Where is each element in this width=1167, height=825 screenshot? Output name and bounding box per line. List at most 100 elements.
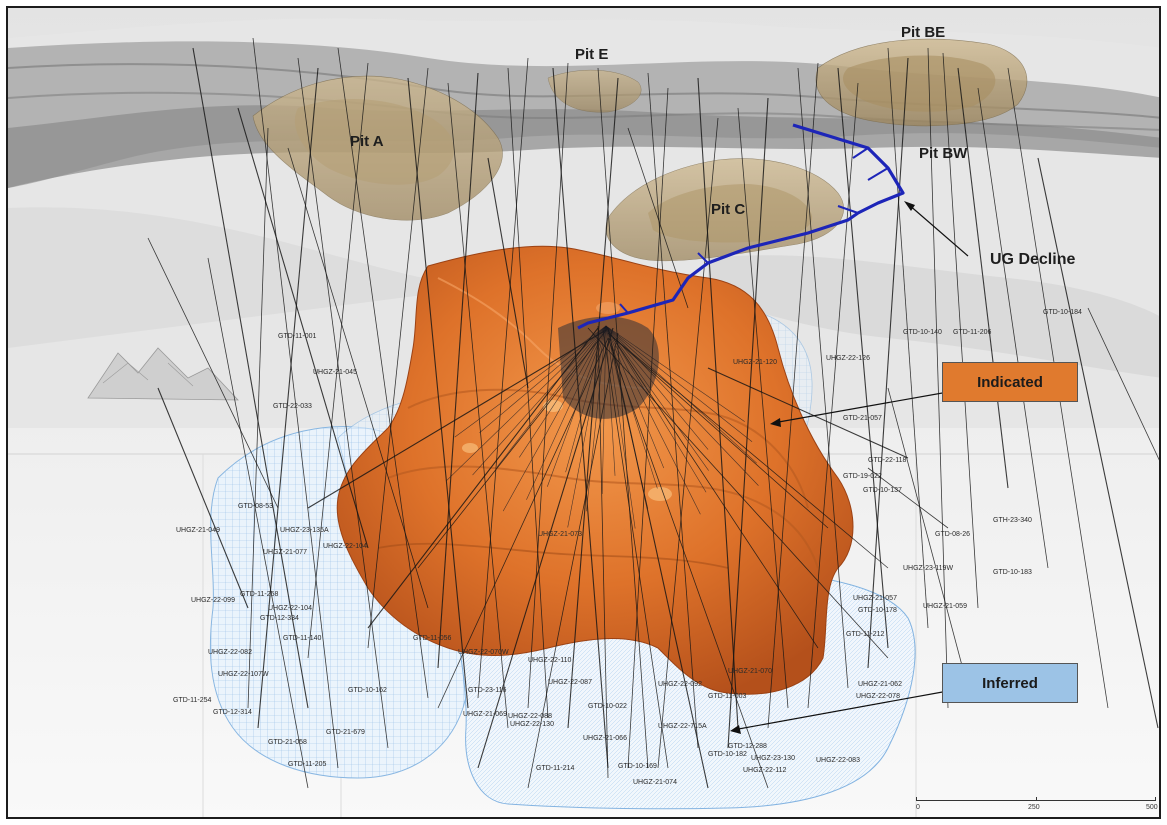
drill-hole-trace [607, 327, 709, 789]
drill-hole-trace [454, 325, 607, 438]
drill-hole-id: UHGZ-23-135A [280, 527, 329, 534]
indicated-legend-box: Indicated [942, 362, 1078, 402]
drill-hole-trace [567, 325, 607, 528]
drill-hole-trace [519, 325, 607, 458]
inferred-legend-box: Inferred [942, 663, 1078, 703]
drill-hole-trace [526, 325, 607, 500]
drill-hole-id: UHGZ-22-099 [191, 597, 235, 604]
drill-hole-trace [605, 325, 753, 443]
drill-hole-id: GTD-10-022 [588, 703, 627, 710]
drill-hole-trace [807, 82, 859, 709]
drill-hole-trace [447, 82, 509, 729]
drill-hole-trace [297, 57, 389, 749]
drill-hole-trace [602, 329, 669, 769]
drill-hole-trace [605, 325, 665, 469]
drill-hole-trace [707, 367, 909, 459]
drill-hole-trace [627, 87, 669, 769]
drill-hole-id: GTD-11-258 [240, 591, 278, 598]
drill-hole-trace [607, 332, 829, 529]
drill-hole-trace [307, 329, 607, 509]
drill-hole-id: GTD-10-183 [993, 569, 1032, 576]
drill-hole-id: GTD-10-182 [708, 751, 747, 758]
drill-hole-id: UHGZ-21-120 [733, 359, 777, 366]
drill-hole-trace [417, 327, 609, 569]
drill-hole-id: UHGZ-22-715A [658, 723, 707, 730]
drill-hole-trace [437, 337, 609, 709]
drill-hole-traces [147, 37, 1159, 789]
drill-hole-trace [605, 325, 709, 471]
drill-hole-id: GTD-10-178 [858, 607, 897, 614]
drill-hole-id: UHGZ-21-066 [583, 735, 627, 742]
drill-hole-trace [867, 57, 909, 669]
drill-hole-trace [605, 325, 707, 493]
drill-hole-id: UHGZ-21-045 [313, 369, 357, 376]
drill-hole-trace [157, 387, 249, 609]
drill-hole-trace [605, 325, 649, 509]
drill-hole-trace [627, 127, 689, 309]
drill-hole-id: GTD-12-314 [213, 709, 252, 716]
drill-hole-id: UHGZ-22-092 [658, 681, 702, 688]
pit-be-label: Pit BE [901, 24, 946, 41]
scale-label-500: 500 [1146, 804, 1158, 811]
drill-hole-trace [472, 325, 607, 476]
ug-decline-label: UG Decline [990, 251, 1076, 268]
drill-hole-id: UHGZ-22-112 [743, 767, 787, 774]
drill-hole-trace [605, 325, 701, 515]
drill-hole-id: GTD-10-169 [618, 763, 657, 770]
drill-hole-trace [837, 67, 889, 649]
drill-hole-labels: GTD-10-184 GTD-10-140 GTD-11-206 UHGZ-22-12… [173, 309, 1082, 786]
drill-hole-trace [446, 325, 607, 481]
drill-hole-trace [867, 467, 949, 529]
drill-hole-id: GTD-11-254 [173, 697, 211, 704]
drill-hole-trace [727, 97, 769, 749]
drill-hole-id: UHGZ-22-104 [323, 543, 367, 550]
drill-hole-trace [737, 107, 789, 709]
inferred-legend-label: Inferred [982, 674, 1038, 692]
drill-hole-trace [192, 47, 309, 709]
drill-hole-id: GTD-21-057 [843, 415, 882, 422]
drill-hole-id: UHGZ-21-057 [853, 595, 897, 602]
drill-hole-trace [307, 62, 369, 659]
drill-hole-id: GTD-19-022 [843, 473, 882, 480]
drill-hole-trace [337, 47, 429, 699]
drill-hole-trace [237, 107, 369, 549]
drill-hole-trace [605, 325, 658, 489]
drill-hole-trace [496, 325, 607, 468]
drill-hole-id: GTD-11-003 [708, 693, 746, 700]
drill-hole-id: UHGZ-23-119W [903, 565, 953, 572]
drill-hole-id: GTH-23-340 [993, 517, 1032, 524]
drill-hole-trace [607, 329, 819, 649]
drill-hole-id: UHGZ-22-126 [826, 355, 870, 362]
drill-hole-id: UHGZ-22-130 [510, 721, 554, 728]
drill-hole-trace [437, 72, 479, 669]
drill-hole-id: GTD-10-184 [1043, 309, 1082, 316]
drill-hole-trace [507, 67, 549, 719]
drill-hole-trace [567, 77, 619, 729]
drill-hole-id: UHGZ-23-130 [751, 755, 795, 762]
drill-hole-trace [887, 47, 929, 629]
drill-hole-id: GTD-22-118 [868, 457, 906, 464]
drill-hole-id: GTD-10-137 [863, 487, 902, 494]
drill-hole-id: UHGZ-22-104 [268, 605, 312, 612]
drill-hole-trace [607, 337, 769, 789]
drill-hole-trace [767, 62, 819, 729]
drill-hole-trace [586, 325, 607, 512]
drill-hole-trace [565, 325, 607, 473]
drill-hole-id: GTD-11-140 [283, 635, 321, 642]
drill-hole-trace [797, 67, 849, 689]
drill-hole-trace [605, 325, 616, 476]
drill-hole-id: GTD-12-288 [728, 743, 767, 750]
drill-hole-id: GTD-21-058 [268, 739, 307, 746]
drill-hole-trace [601, 325, 607, 494]
drill-hole-trace [607, 332, 889, 569]
drill-hole-trace [977, 87, 1049, 569]
drill-hole-id: UHGZ-21-049 [176, 527, 220, 534]
drill-hole-trace [477, 57, 529, 699]
pit-a-label: Pit A [350, 133, 384, 150]
drill-hole-id: UHGZ-21-070 [728, 668, 772, 675]
pit-bw-label: Pit BW [919, 145, 968, 162]
pit-c-label: Pit C [711, 201, 746, 218]
drill-hole-trace [647, 72, 699, 749]
callout-arrows [730, 201, 969, 734]
drill-hole-trace [927, 47, 949, 709]
